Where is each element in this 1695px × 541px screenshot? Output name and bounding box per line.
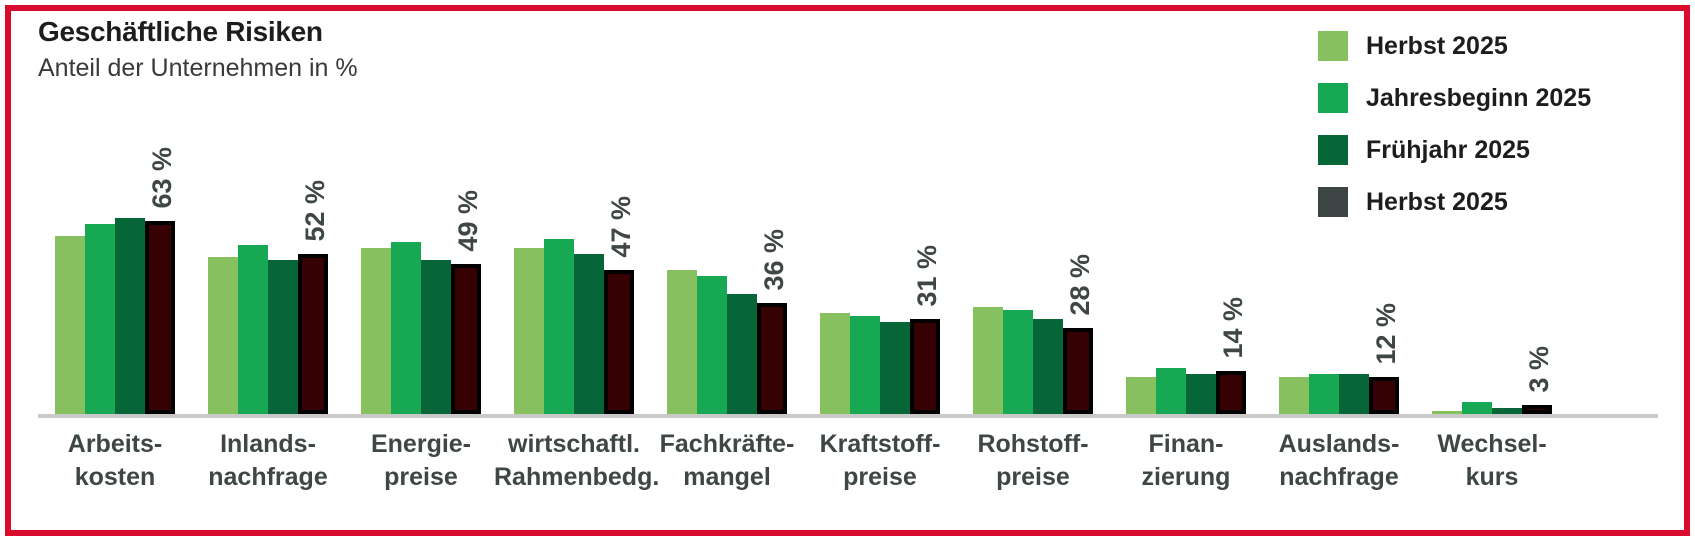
category-label-line: nachfrage [208,463,328,491]
bar-herbst-2025-0-fachkräfte [667,270,697,414]
value-label-arbeits: 63 % [147,147,177,209]
x-axis-line [38,414,1658,418]
bar-frühjahr-2025-2-auslands [1339,374,1369,414]
category-label-line: preise [384,463,458,491]
category-label-line: nachfrage [1279,463,1399,491]
bar-frühjahr-2025-2-arbeits [115,218,145,414]
bar-jahresbeginn-2025-1-wirtschaftl [544,239,574,414]
bar-jahresbeginn-2025-1-fachkräfte [697,276,727,414]
category-label-line: preise [843,463,917,491]
legend-label: Frühjahr 2025 [1366,135,1530,164]
legend-label: Jahresbeginn 2025 [1366,83,1592,112]
category-label-fachkräfte: Fachkräfte-mangel [647,428,807,494]
bar-herbst-2025-3-rohstoff [1063,328,1093,414]
bar-frühjahr-2025-2-rohstoff [1033,319,1063,414]
category-label-line: Kraftstoff- [819,430,941,458]
bar-herbst-2025-3-wirtschaftl [604,270,634,414]
legend-swatch-icon [1318,187,1348,217]
category-label-line: Rohstoff- [977,430,1089,458]
bar-jahresbeginn-2025-1-finan [1156,368,1186,414]
category-label-auslands: Auslands-nachfrage [1259,428,1419,494]
bar-jahresbeginn-2025-1-energie [391,242,421,414]
legend-item-0: Herbst 2025 [1318,31,1591,61]
bar-jahresbeginn-2025-1-arbeits [85,224,115,414]
value-label-auslands: 12 % [1371,303,1401,365]
category-label-line: kurs [1465,463,1519,491]
legend-item-3: Herbst 2025 [1318,187,1591,217]
bar-jahresbeginn-2025-1-rohstoff [1003,310,1033,414]
bar-frühjahr-2025-2-fachkräfte [727,294,757,414]
chart-header: Geschäftliche Risiken Anteil der Unterne… [38,16,358,83]
value-label-wirtschaftl: 47 % [606,196,636,258]
bar-herbst-2025-3-energie [451,264,481,414]
value-label-finan: 14 % [1218,297,1248,359]
value-label-energie: 49 % [453,190,483,252]
category-label-line: Fachkräfte- [659,430,795,458]
bar-frühjahr-2025-2-finan [1186,374,1216,414]
category-label-arbeits: Arbeits-kosten [35,428,195,494]
value-label-rohstoff: 28 % [1065,254,1095,316]
bar-herbst-2025-3-inlands [298,254,328,414]
legend-item-1: Jahresbeginn 2025 [1318,83,1591,113]
category-label-line: kosten [74,463,156,491]
bar-herbst-2025-0-arbeits [55,236,85,414]
bar-jahresbeginn-2025-1-inlands [238,245,268,414]
value-label-kraftstoff: 31 % [912,245,942,307]
bar-herbst-2025-3-finan [1216,371,1246,414]
category-label-line: mangel [683,463,771,491]
category-label-line: zierung [1141,463,1231,491]
bar-herbst-2025-0-wirtschaftl [514,248,544,414]
legend-label: Herbst 2025 [1366,187,1508,216]
category-label-line: Finan- [1148,430,1224,458]
category-label-finan: Finan-zierung [1106,428,1266,494]
bar-herbst-2025-3-fachkräfte [757,303,787,414]
category-label-line: Wechsel- [1437,430,1547,458]
value-label-fachkräfte: 36 % [759,229,789,291]
value-label-inlands: 52 % [300,180,330,242]
category-label-line: Arbeits- [67,430,163,458]
bar-herbst-2025-0-energie [361,248,391,414]
legend-item-2: Frühjahr 2025 [1318,135,1591,165]
bar-frühjahr-2025-2-energie [421,260,451,414]
bar-herbst-2025-0-wechsel [1432,411,1462,414]
bar-frühjahr-2025-2-wirtschaftl [574,254,604,414]
bar-jahresbeginn-2025-1-kraftstoff [850,316,880,414]
category-label-kraftstoff: Kraftstoff-preise [800,428,960,494]
legend-swatch-icon [1318,135,1348,165]
bar-herbst-2025-0-finan [1126,377,1156,414]
category-label-energie: Energie-preise [341,428,501,494]
category-label-wirtschaftl: wirtschaftl. Rahmenbedg. [494,428,660,494]
bar-jahresbeginn-2025-1-auslands [1309,374,1339,414]
bar-herbst-2025-3-kraftstoff [910,319,940,414]
value-label-wechsel: 3 % [1524,346,1554,393]
category-label-line: wirtschaftl. [508,430,640,458]
bar-frühjahr-2025-2-wechsel [1492,408,1522,414]
category-label-line: Inlands- [220,430,316,458]
bar-herbst-2025-0-auslands [1279,377,1309,414]
page-title: Geschäftliche Risiken [38,16,323,47]
category-label-line: Auslands- [1278,430,1400,458]
bar-herbst-2025-0-inlands [208,257,238,414]
category-label-line: Rahmenbedg. [494,463,660,491]
category-label-line: preise [996,463,1070,491]
bar-frühjahr-2025-2-inlands [268,260,298,414]
category-label-rohstoff: Rohstoff-preise [953,428,1113,494]
category-label-line: Energie- [370,430,472,458]
legend: Herbst 2025 Jahresbeginn 2025 Frühjahr 202… [1318,31,1591,239]
bar-herbst-2025-0-kraftstoff [820,313,850,414]
category-label-wechsel: Wechsel-kurs [1412,428,1572,494]
page-subtitle: Anteil der Unternehmen in % [38,54,358,82]
legend-swatch-icon [1318,83,1348,113]
category-label-inlands: Inlands-nachfrage [188,428,348,494]
bar-frühjahr-2025-2-kraftstoff [880,322,910,414]
bar-herbst-2025-0-rohstoff [973,307,1003,414]
legend-swatch-icon [1318,31,1348,61]
legend-label: Herbst 2025 [1366,31,1508,60]
bar-herbst-2025-3-auslands [1369,377,1399,414]
bar-herbst-2025-3-wechsel [1522,405,1552,414]
bar-herbst-2025-3-arbeits [145,221,175,414]
bar-jahresbeginn-2025-1-wechsel [1462,402,1492,414]
